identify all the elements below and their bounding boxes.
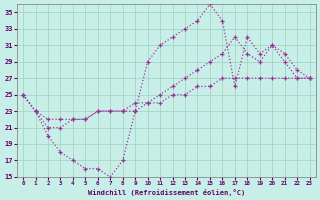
X-axis label: Windchill (Refroidissement éolien,°C): Windchill (Refroidissement éolien,°C)	[88, 189, 245, 196]
